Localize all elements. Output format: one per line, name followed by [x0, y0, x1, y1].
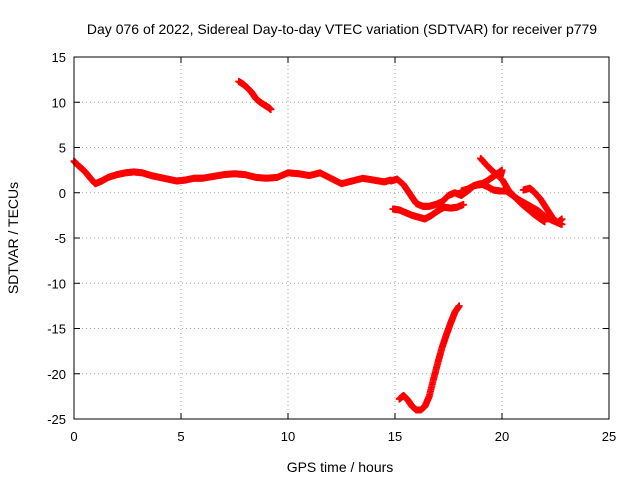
x-tick-label: 5: [177, 429, 184, 444]
x-tick-label: 0: [70, 429, 77, 444]
data-point: [455, 302, 463, 310]
x-tick-label: 10: [281, 429, 295, 444]
data-layer: [70, 77, 566, 414]
data-point: [558, 215, 566, 223]
x-tick-label: 20: [495, 429, 509, 444]
series-arc-descent-rise: [395, 302, 463, 414]
grid: [74, 57, 609, 419]
x-axis-label: GPS time / hours: [287, 459, 394, 475]
chart-title: Day 076 of 2022, Sidereal Day-to-day VTE…: [87, 21, 597, 37]
y-tick-label: 5: [59, 141, 66, 156]
data-point: [541, 218, 549, 226]
y-tick-label: -5: [54, 231, 66, 246]
series-arc-right-tail: [498, 175, 549, 226]
data-point: [457, 187, 465, 195]
plot-border: [73, 56, 610, 420]
data-point: [459, 201, 467, 209]
y-axis-label: SDTVAR / TECUs: [5, 182, 21, 294]
y-tick-label: 10: [52, 95, 66, 110]
series-arc-upper: [235, 77, 275, 113]
y-tick-label: -20: [47, 367, 66, 382]
x-tick-label: 25: [602, 429, 616, 444]
x-tick-label: 15: [388, 429, 402, 444]
series-arc-lower-branch: [389, 201, 467, 223]
y-tick-label: -25: [47, 412, 66, 427]
series-arc-right-hook: [519, 184, 566, 227]
series-arc-main-early: [70, 157, 395, 188]
y-tick-label: 0: [59, 186, 66, 201]
axes: 0 5 10 15 20 25 -25 -20 -15 -10 -5 0 5 10 15: [47, 50, 616, 444]
y-tick-label: -10: [47, 276, 66, 291]
y-tick-label: 15: [52, 50, 66, 65]
series-arc-crossing: [457, 154, 506, 195]
y-tick-label: -15: [47, 322, 66, 337]
data-point: [267, 105, 275, 113]
